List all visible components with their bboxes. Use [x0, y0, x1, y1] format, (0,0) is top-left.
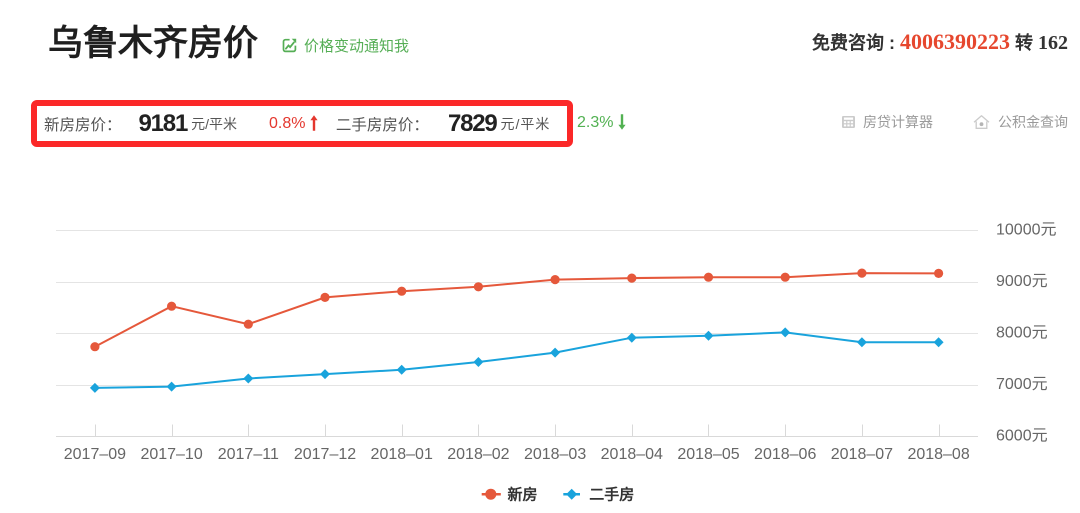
svg-text:2018–07: 2018–07 — [831, 446, 893, 463]
svg-text:2018–01: 2018–01 — [371, 446, 433, 463]
svg-text:6000元: 6000元 — [996, 428, 1048, 445]
svg-text:2017–12: 2017–12 — [294, 446, 356, 463]
svg-text:2018–03: 2018–03 — [524, 446, 586, 463]
svg-text:7000元: 7000元 — [996, 376, 1048, 393]
svg-text:2018–05: 2018–05 — [677, 446, 739, 463]
svg-text:2018–06: 2018–06 — [754, 446, 816, 463]
svg-text:2018–08: 2018–08 — [907, 446, 969, 463]
svg-text:2018–04: 2018–04 — [601, 446, 663, 463]
svg-text:9000元: 9000元 — [996, 273, 1048, 290]
svg-text:2017–11: 2017–11 — [218, 446, 279, 463]
svg-text:2017–09: 2017–09 — [64, 446, 126, 463]
svg-text:8000元: 8000元 — [996, 325, 1048, 342]
svg-text:10000元: 10000元 — [996, 222, 1057, 239]
svg-text:新房: 新房 — [508, 486, 538, 504]
svg-text:二手房: 二手房 — [589, 486, 634, 504]
svg-text:2017–10: 2017–10 — [140, 446, 202, 463]
svg-text:2018–02: 2018–02 — [447, 446, 509, 463]
